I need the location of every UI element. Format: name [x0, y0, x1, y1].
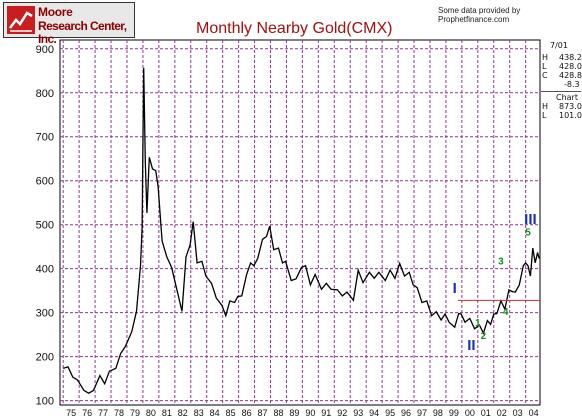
x-tick-label: 76 [82, 408, 92, 418]
side-change: -8.3 [564, 80, 580, 89]
x-tick-label: 87 [258, 408, 268, 418]
x-tick-label: 88 [273, 408, 283, 418]
x-tick-label: 94 [369, 408, 379, 418]
x-tick-label: 93 [353, 408, 363, 418]
x-tick-label: 83 [194, 408, 204, 418]
side-chart-l-label: L [542, 111, 547, 120]
wave-label-minor: 2 [481, 331, 487, 342]
x-tick-label: 79 [130, 408, 140, 418]
side-h-value: 438.2 [559, 53, 582, 62]
wave-label-minor: 1 [475, 318, 481, 329]
y-tick-labels: 100 200 300 400 500 600 700 800 900 [36, 44, 54, 408]
side-chart-label: Chart [556, 93, 578, 102]
wave-label-major: I [453, 280, 457, 297]
y-tick-label: 700 [36, 132, 54, 144]
x-tick-label: 85 [226, 408, 236, 418]
x-tick-label: 82 [178, 408, 188, 418]
grid-x [62, 40, 527, 405]
side-chart-l-value: 101.0 [559, 111, 582, 120]
grid-y [60, 48, 540, 402]
y-tick-label: 800 [36, 88, 54, 100]
side-chart-h-value: 873.0 [559, 102, 582, 111]
x-tick-labels: 75 76 77 78 79 80 81 82 83 84 85 86 87 88 89 90 91 92 93 94… [66, 408, 538, 418]
price-line [62, 67, 540, 394]
x-tick-label: 78 [114, 408, 124, 418]
side-divider [541, 91, 581, 92]
x-tick-label: 96 [401, 408, 411, 418]
x-tick-label: 98 [433, 408, 443, 418]
side-date: 7/01 [550, 41, 568, 50]
wave-label-minor: 3 [498, 256, 504, 267]
x-tick-label: 01 [481, 408, 491, 418]
x-tick-label: 92 [337, 408, 347, 418]
x-tick-label: 81 [162, 408, 172, 418]
logo-mark-icon [7, 6, 35, 34]
x-tick-label: 91 [321, 408, 331, 418]
wave-label-major: II [467, 337, 475, 354]
wave-label-minor: 5 [525, 228, 531, 239]
x-tick-label: 90 [305, 408, 315, 418]
logo-name-line1: Moore [38, 5, 73, 19]
wave-label-minor: 4 [503, 307, 509, 318]
y-tick-label: 300 [36, 308, 54, 320]
side-l-label: L [542, 62, 547, 71]
chart-title: Monthly Nearby Gold(CMX) [196, 20, 393, 37]
x-tick-label: 84 [210, 408, 220, 418]
y-tick-label: 500 [36, 220, 54, 232]
x-tick-label: 97 [417, 408, 427, 418]
logo: Moore Research Center, Inc. [3, 2, 135, 46]
data-credit: Some data provided by Prophetfinance.com [438, 6, 521, 24]
side-c-value: 428.8 [559, 71, 582, 80]
x-tick-label: 99 [449, 408, 459, 418]
y-tick-label: 100 [36, 396, 54, 408]
y-tick-label: 400 [36, 264, 54, 276]
x-tick-label: 02 [497, 408, 507, 418]
x-tick-label: 89 [289, 408, 299, 418]
x-tick-label: 75 [66, 408, 76, 418]
x-tick-label: 95 [385, 408, 395, 418]
x-tick-label: 04 [529, 408, 539, 418]
side-c-label: C [542, 71, 548, 80]
y-tick-label: 200 [36, 352, 54, 364]
x-tick-label: 00 [465, 408, 475, 418]
logo-name-line2: Research Center, Inc. [38, 19, 127, 46]
side-l-value: 428.0 [559, 62, 582, 71]
x-tick-label: 03 [513, 408, 523, 418]
y-tick-label: 900 [36, 44, 54, 56]
side-h-label: H [542, 53, 549, 62]
x-tick-label: 80 [146, 408, 156, 418]
plot-frame [59, 39, 541, 406]
wave-label-major: III [524, 211, 537, 228]
x-tick-label: 86 [242, 408, 252, 418]
y-tick-label: 600 [36, 176, 54, 188]
x-tick-label: 77 [98, 408, 108, 418]
side-chart-h-label: H [542, 102, 549, 111]
